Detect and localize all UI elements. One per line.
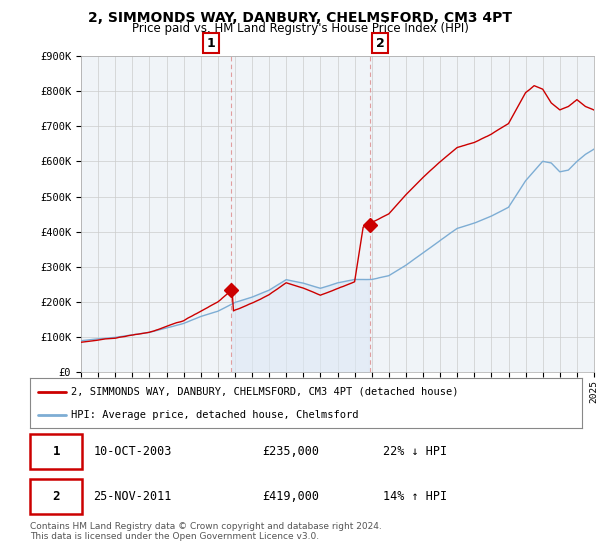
- Text: 10-OCT-2003: 10-OCT-2003: [94, 445, 172, 458]
- Text: £235,000: £235,000: [262, 445, 319, 458]
- Text: Price paid vs. HM Land Registry's House Price Index (HPI): Price paid vs. HM Land Registry's House …: [131, 22, 469, 35]
- FancyBboxPatch shape: [30, 479, 82, 514]
- Text: 2: 2: [376, 36, 385, 50]
- Text: 1: 1: [52, 445, 60, 458]
- Text: Contains HM Land Registry data © Crown copyright and database right 2024.
This d: Contains HM Land Registry data © Crown c…: [30, 522, 382, 542]
- Text: 2, SIMMONDS WAY, DANBURY, CHELMSFORD, CM3 4PT: 2, SIMMONDS WAY, DANBURY, CHELMSFORD, CM…: [88, 11, 512, 25]
- Text: 2: 2: [52, 490, 60, 503]
- Text: 25-NOV-2011: 25-NOV-2011: [94, 490, 172, 503]
- Text: 22% ↓ HPI: 22% ↓ HPI: [383, 445, 448, 458]
- Text: 14% ↑ HPI: 14% ↑ HPI: [383, 490, 448, 503]
- Text: 2, SIMMONDS WAY, DANBURY, CHELMSFORD, CM3 4PT (detached house): 2, SIMMONDS WAY, DANBURY, CHELMSFORD, CM…: [71, 386, 459, 396]
- FancyBboxPatch shape: [30, 434, 82, 469]
- Text: 1: 1: [206, 36, 215, 50]
- Text: £419,000: £419,000: [262, 490, 319, 503]
- Text: HPI: Average price, detached house, Chelmsford: HPI: Average price, detached house, Chel…: [71, 410, 359, 420]
